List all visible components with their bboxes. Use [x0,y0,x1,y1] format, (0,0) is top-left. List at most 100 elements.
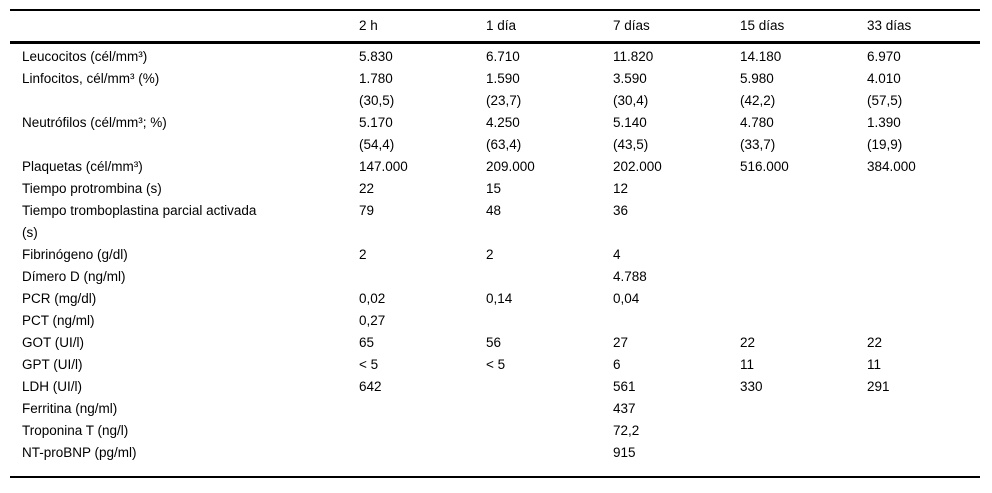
value-cell [484,398,611,420]
value-cell [738,398,865,420]
value-cell: 2 [359,246,367,262]
row-label: GPT (UI/l) [22,356,83,372]
column-header-7dias: 7 días [611,10,738,44]
column-header-parameter [10,10,357,44]
value-cell: 11 [867,356,882,372]
value-cell [865,398,980,420]
table-row: Neutrófilos (cél/mm³; %) 5.170 (54,4) 4.25… [10,112,980,156]
value-cell [738,266,865,288]
value-cell: 437 [613,400,636,416]
value-cell [611,310,738,332]
lab-results-table-container: 2 h 1 día 7 días 15 días 33 días Leucoci… [10,9,980,478]
value-cell: 516.000 [740,158,789,174]
value-cell [865,244,980,266]
table-row: Linfocitos, cél/mm³ (%) 1.780 (30,5) 1.590… [10,68,980,112]
value-cell: 22 [867,334,883,350]
value-cell: < 5 [486,356,506,372]
value-cell: 0,14 [486,290,513,306]
value-cell: 22 [359,180,375,196]
value-cell: 48 [486,202,502,218]
value-cell [484,420,611,442]
table-row: GOT (UI/l) 65 56 27 22 22 [10,332,980,354]
table-row: Ferritina (ng/ml) 437 [10,398,980,420]
table-row: Tiempo protrombina (s) 22 15 12 [10,178,980,200]
column-header-2h: 2 h [357,10,484,44]
value-cell: 4.010 (57,5) [867,70,903,108]
value-cell: 5.980 (42,2) [740,70,776,108]
value-cell [738,310,865,332]
value-cell: 0,04 [613,290,640,306]
value-cell: 4 [613,246,621,262]
value-cell [865,266,980,288]
table-row: GPT (UI/l) < 5 < 5 6 11 11 [10,354,980,376]
value-cell: 12 [613,180,629,196]
table-row: Leucocitos (cél/mm³) 5.830 6.710 11.820 14.1… [10,42,980,68]
value-cell: 330 [740,378,763,394]
row-label: Linfocitos, cél/mm³ (%) [22,70,160,86]
row-label: Fibrinógeno (g/dl) [22,246,128,262]
row-label: PCT (ng/ml) [22,312,95,328]
value-cell [738,244,865,266]
value-cell: 0,02 [359,290,386,306]
value-cell [865,310,980,332]
value-cell [738,200,865,244]
value-cell [865,420,980,442]
row-label: NT-proBNP (pg/ml) [22,444,137,460]
value-cell: 147.000 [359,158,408,174]
value-cell: 6.710 [486,48,520,64]
value-cell: 6 [613,356,621,372]
value-cell [357,266,484,288]
row-label: Ferritina (ng/ml) [22,400,118,416]
value-cell: 0,27 [359,312,386,328]
value-cell: 291 [867,378,890,394]
value-cell: < 5 [359,356,379,372]
value-cell: 6.970 [867,48,901,64]
value-cell: 1.780 (30,5) [359,70,395,108]
value-cell [865,442,980,477]
row-label: PCR (mg/dl) [22,290,97,306]
value-cell [738,288,865,310]
row-label: Leucocitos (cél/mm³) [22,48,148,64]
row-label: Troponina T (ng/l) [22,422,129,438]
value-cell [357,442,484,477]
value-cell: 11 [740,356,755,372]
value-cell: 14.180 [740,48,782,64]
column-header-15dias: 15 días [738,10,865,44]
row-label: Neutrófilos (cél/mm³; %) [22,114,167,130]
value-cell [484,266,611,288]
table-row: Plaquetas (cél/mm³) 147.000 209.000 202.000… [10,156,980,178]
value-cell: 5.170 (54,4) [359,114,395,152]
row-label: Plaquetas (cél/mm³) [22,158,143,174]
value-cell: 209.000 [486,158,535,174]
value-cell: 1.590 (23,7) [486,70,522,108]
table-body: Leucocitos (cél/mm³) 5.830 6.710 11.820 14.1… [10,42,980,477]
value-cell: 915 [613,444,636,460]
table-row: Fibrinógeno (g/dl) 2 2 4 [10,244,980,266]
value-cell [357,398,484,420]
table-row: Tiempo tromboplastina parcial activada (… [10,200,980,244]
value-cell: 27 [613,334,629,350]
value-cell: 11.820 [613,48,654,64]
table-row: PCR (mg/dl) 0,02 0,14 0,04 [10,288,980,310]
lab-results-table: 2 h 1 día 7 días 15 días 33 días Leucoci… [10,9,980,478]
value-cell: 4.780 (33,7) [740,114,776,152]
value-cell [865,178,980,200]
value-cell: 5.830 [359,48,393,64]
value-cell: 56 [486,334,502,350]
value-cell [484,376,611,398]
value-cell [738,442,865,477]
value-cell: 2 [486,246,494,262]
row-label: Tiempo tromboplastina parcial activada (… [22,202,257,240]
column-header-33dias: 33 días [865,10,980,44]
value-cell: 384.000 [867,158,916,174]
value-cell: 4.250 (63,4) [486,114,522,152]
value-cell [865,288,980,310]
value-cell [738,178,865,200]
value-cell: 5.140 (43,5) [613,114,649,152]
value-cell: 15 [486,180,502,196]
value-cell: 561 [613,378,636,394]
value-cell [865,200,980,244]
value-cell: 202.000 [613,158,662,174]
value-cell: 3.590 (30,4) [613,70,649,108]
header-row: 2 h 1 día 7 días 15 días 33 días [10,10,980,44]
